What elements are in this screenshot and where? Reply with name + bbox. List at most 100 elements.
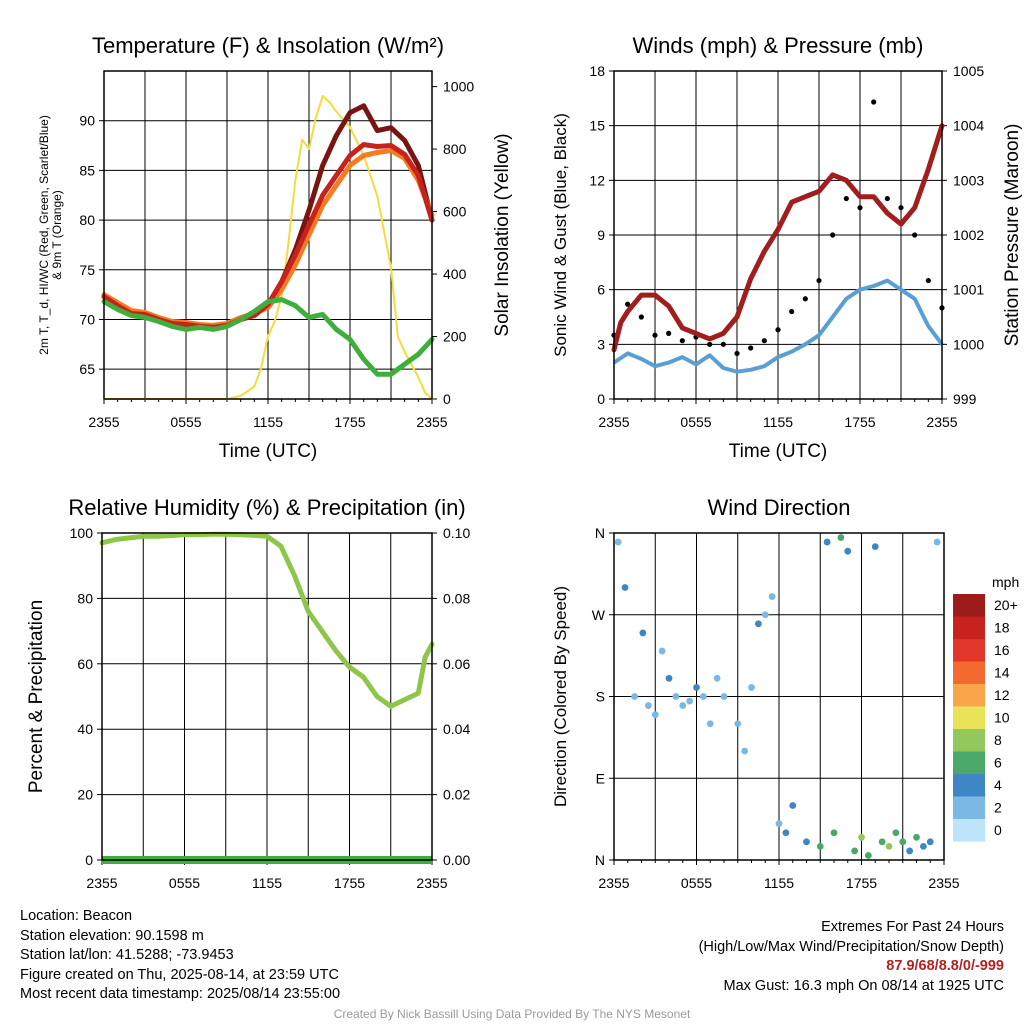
- plot-border: [101, 532, 433, 861]
- y-tick-label: N: [595, 525, 605, 541]
- legend-label: 18: [994, 620, 1010, 636]
- direction-point: [672, 693, 680, 700]
- direction-point: [679, 702, 687, 709]
- direction-point: [665, 674, 673, 682]
- direction-point: [803, 838, 810, 846]
- x-tick-label: 2355: [598, 414, 629, 430]
- direction-point: [782, 829, 790, 837]
- direction-point: [658, 647, 666, 655]
- x-tick-label: 2355: [928, 875, 959, 891]
- y-tick-label: 0: [85, 852, 93, 868]
- gust-point: [652, 332, 658, 338]
- y2-tick-label: 1002: [953, 227, 984, 243]
- direction-point: [741, 747, 749, 755]
- direction-point: [789, 802, 797, 809]
- direction-point: [913, 833, 920, 841]
- y2-tick-label: 0.08: [443, 590, 470, 606]
- extremes-title: Extremes For Past 24 Hours: [821, 919, 1004, 935]
- y-tick-label: W: [592, 607, 606, 623]
- y2-tick-label: 400: [443, 266, 467, 282]
- direction-point: [713, 674, 721, 682]
- plot-border: [613, 532, 945, 861]
- y-tick-label: 70: [79, 311, 95, 327]
- direction-point: [933, 538, 941, 546]
- gust-point: [666, 330, 672, 336]
- y-tick-label: 15: [589, 118, 605, 134]
- y-axis-label: 2m T, T_d, HI/WC (Red, Green, Scarlet/Bl…: [37, 115, 64, 355]
- gust-point: [898, 205, 904, 211]
- direction-point: [816, 842, 824, 850]
- y-tick-label: 80: [77, 590, 93, 606]
- direction-point: [851, 847, 859, 855]
- direction-point: [693, 684, 700, 691]
- chart-title: Temperature (F) & Insolation (W/m²): [92, 33, 444, 58]
- gust-point: [816, 277, 822, 284]
- y-tick-label: E: [596, 770, 605, 786]
- y-tick-label: 65: [79, 361, 95, 377]
- direction-point: [754, 620, 762, 628]
- y-tick-label: 75: [79, 262, 95, 278]
- y2-tick-label: 800: [443, 141, 467, 157]
- location-text: Location: Beacon: [20, 908, 133, 924]
- y2-tick-label: 1000: [953, 336, 984, 352]
- extremes-panel: Extremes For Past 24 Hours (High/Low/Max…: [699, 918, 1004, 996]
- gust-point: [857, 205, 863, 211]
- max-gust-text: Max Gust: 16.3 mph On 08/14 at 1925 UTC: [723, 977, 1004, 994]
- x-tick-label: 2355: [88, 414, 119, 430]
- y2-axis-label: Station Pressure (Maroon): [1002, 124, 1023, 347]
- direction-point: [830, 829, 838, 837]
- direction-point: [686, 697, 694, 705]
- x-tick-label: 1755: [844, 414, 875, 430]
- series-2m-td: [101, 297, 435, 377]
- direction-point: [761, 611, 769, 619]
- y2-tick-label: 0.10: [443, 525, 470, 541]
- x-tick-label: 2355: [416, 875, 447, 891]
- legend-swatch: [953, 684, 985, 707]
- legend-label: 0: [994, 822, 1002, 838]
- x-tick-label: 2355: [598, 875, 629, 891]
- direction-point: [720, 693, 728, 700]
- x-tick-label: 1155: [764, 875, 794, 891]
- y-tick-label: 12: [589, 172, 605, 188]
- legend-label: 4: [994, 777, 1002, 793]
- y-axis-label: Percent & Precipitation: [26, 600, 47, 793]
- gust-point: [638, 314, 644, 320]
- series-sonic-wind: [612, 278, 944, 374]
- direction-point: [919, 842, 927, 850]
- x-tick-label: 1155: [252, 875, 282, 891]
- chart-title: Winds (mph) & Pressure (mb): [633, 33, 924, 58]
- y2-tick-label: 1001: [953, 282, 984, 298]
- gust-point: [884, 195, 890, 202]
- x-tick-label: 0555: [680, 414, 711, 430]
- gust-point: [925, 277, 931, 284]
- y2-tick-label: 0.04: [443, 721, 470, 737]
- x-tick-label: 1755: [846, 875, 877, 891]
- x-tick-label: 0555: [170, 414, 201, 430]
- latlon-text: Station lat/lon: 41.5288; -73.9453: [20, 947, 234, 963]
- direction-point: [864, 852, 872, 859]
- legend-label: 8: [994, 732, 1002, 748]
- y2-tick-label: 1003: [953, 172, 984, 188]
- legend-label: 6: [994, 755, 1002, 771]
- x-tick-label: 2355: [926, 414, 957, 430]
- y-tick-label: 90: [79, 113, 95, 129]
- speed-legend: mph 20+ 18 16 14 12 10 8 6 4 2 0: [953, 574, 1019, 842]
- x-axis-label: Time (UTC): [219, 441, 318, 462]
- legend-swatch: [953, 639, 985, 662]
- legend-label: 14: [994, 665, 1010, 681]
- x-tick-label: 2355: [86, 875, 117, 891]
- station-info: Location: Beacon Station elevation: 90.1…: [20, 907, 340, 1005]
- legend-swatch: [953, 616, 985, 639]
- y-tick-label: 60: [77, 656, 93, 672]
- direction-point: [734, 720, 742, 728]
- y2-tick-label: 1005: [953, 63, 984, 79]
- gust-point: [912, 232, 918, 238]
- y-tick-label: 40: [77, 721, 93, 737]
- direction-point: [899, 838, 907, 846]
- direction-point: [871, 543, 879, 551]
- gust-point: [830, 232, 836, 238]
- chart-title: Relative Humidity (%) & Precipitation (i…: [68, 495, 465, 520]
- y-tick-label: 0: [597, 391, 605, 407]
- x-tick-label: 1155: [763, 414, 793, 430]
- series-wind-direction: [614, 534, 941, 859]
